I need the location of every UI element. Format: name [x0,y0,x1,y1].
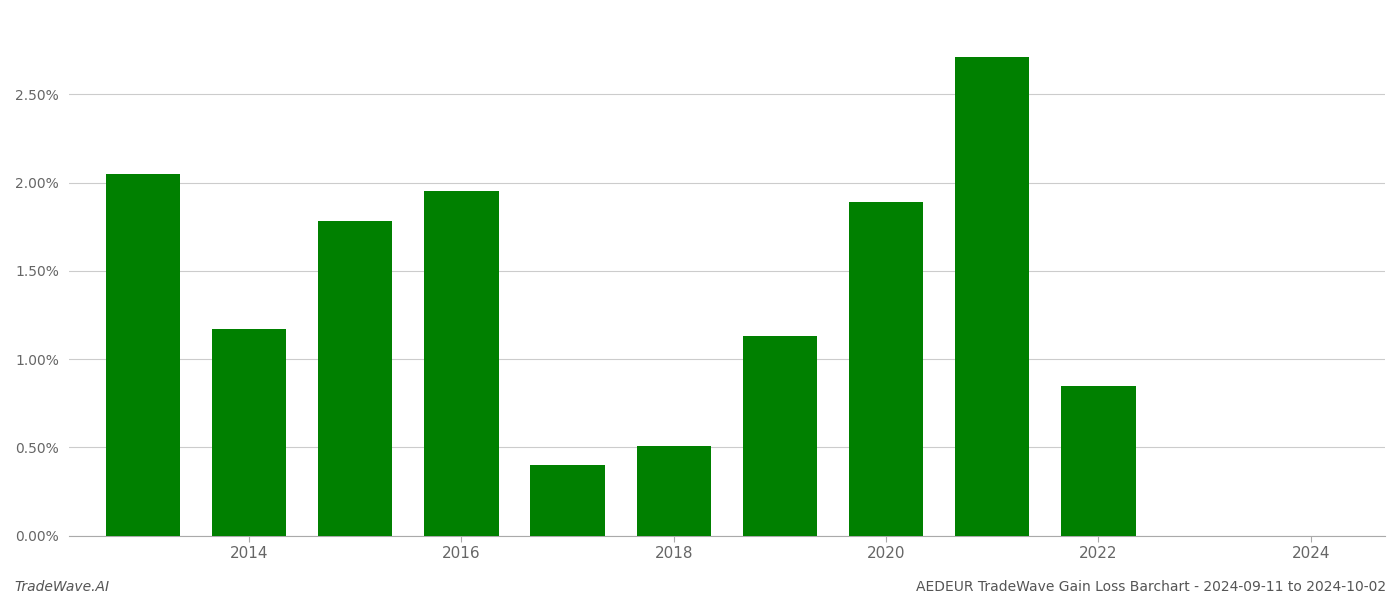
Text: AEDEUR TradeWave Gain Loss Barchart - 2024-09-11 to 2024-10-02: AEDEUR TradeWave Gain Loss Barchart - 20… [916,580,1386,594]
Bar [424,191,498,536]
Bar [211,329,286,536]
Bar [848,202,923,536]
Bar [106,174,181,536]
Text: TradeWave.AI: TradeWave.AI [14,580,109,594]
Bar [637,446,711,536]
Bar [955,58,1029,536]
Bar [1061,386,1135,536]
Bar [531,465,605,536]
Bar [318,221,392,536]
Bar [743,336,818,536]
